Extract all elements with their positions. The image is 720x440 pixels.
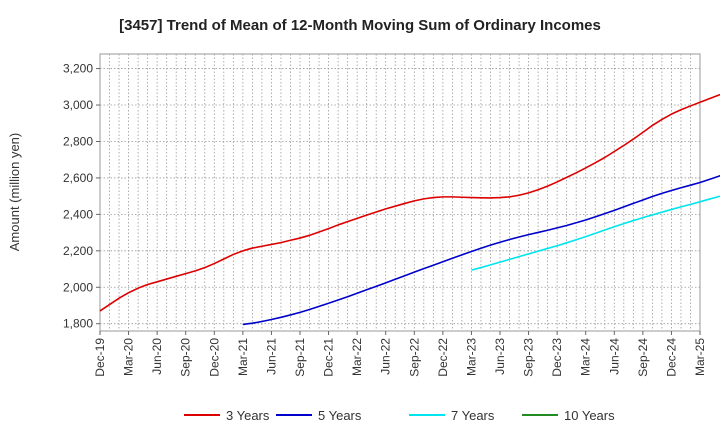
legend-item-7-years: 7 Years <box>409 408 495 423</box>
x-tick-label: Jun-24 <box>607 338 621 375</box>
x-tick-label: Mar-24 <box>579 338 593 376</box>
x-tick-label: Sep-24 <box>636 338 650 377</box>
legend-label: 10 Years <box>564 408 615 423</box>
y-tick-label: 2,200 <box>63 244 93 258</box>
x-tick-label: Dec-22 <box>436 338 450 377</box>
series-line-5-years <box>242 174 720 326</box>
x-tick-label: Sep-21 <box>293 338 307 377</box>
x-tick-label: Jun-23 <box>493 338 507 375</box>
chart-title: [3457] Trend of Mean of 12-Month Moving … <box>119 17 601 34</box>
x-tick-label: Mar-20 <box>122 338 136 376</box>
plot-area <box>99 53 701 332</box>
legend-label: 3 Years <box>226 408 270 423</box>
x-tick-label: Dec-19 <box>93 338 107 377</box>
y-tick-label: 2,000 <box>63 280 93 294</box>
x-tick-label: Dec-20 <box>207 338 221 377</box>
x-tick-label: Sep-22 <box>407 338 421 377</box>
x-tick-label: Dec-21 <box>322 338 336 377</box>
x-tick-label: Jun-20 <box>150 338 164 375</box>
x-tick-label: Dec-24 <box>664 338 678 377</box>
x-tick-label: Sep-20 <box>179 338 193 377</box>
legend-item-10-years: 10 Years <box>522 408 615 423</box>
x-tick-label: Mar-23 <box>464 338 478 376</box>
y-tick-label: 3,200 <box>63 62 93 76</box>
x-axis: Dec-19 Mar-20 Jun-20 Sep-20 Dec-20 Mar-21 Jun-… <box>93 331 707 377</box>
y-axis: 1,800 2,000 2,200 2,400 2,600 2,800 3,000 3,200 <box>63 62 100 331</box>
y-tick-label: 2,600 <box>63 171 93 185</box>
y-tick-label: 2,800 <box>63 134 93 148</box>
series-line-3-years <box>99 93 720 312</box>
legend: 3 Years 5 Years 7 Years 10 Years <box>184 408 615 423</box>
series-line-7-years <box>471 195 720 271</box>
y-tick-label: 1,800 <box>63 317 93 331</box>
legend-label: 5 Years <box>318 408 362 423</box>
legend-item-5-years: 5 Years <box>276 408 362 423</box>
grid <box>100 54 700 331</box>
legend-label: 7 Years <box>451 408 495 423</box>
x-tick-label: Mar-21 <box>236 338 250 376</box>
y-tick-label: 2,400 <box>63 207 93 221</box>
y-axis-label: Amount (million yen) <box>7 133 22 252</box>
x-tick-label: Mar-25 <box>693 338 707 376</box>
x-tick-label: Sep-23 <box>522 338 536 377</box>
x-tick-label: Dec-23 <box>550 338 564 377</box>
series-lines <box>99 93 720 326</box>
y-tick-label: 3,000 <box>63 98 93 112</box>
x-tick-label: Jun-21 <box>264 338 278 375</box>
x-tick-label: Mar-22 <box>350 338 364 376</box>
legend-item-3-years: 3 Years <box>184 408 270 423</box>
x-tick-label: Jun-22 <box>379 338 393 375</box>
